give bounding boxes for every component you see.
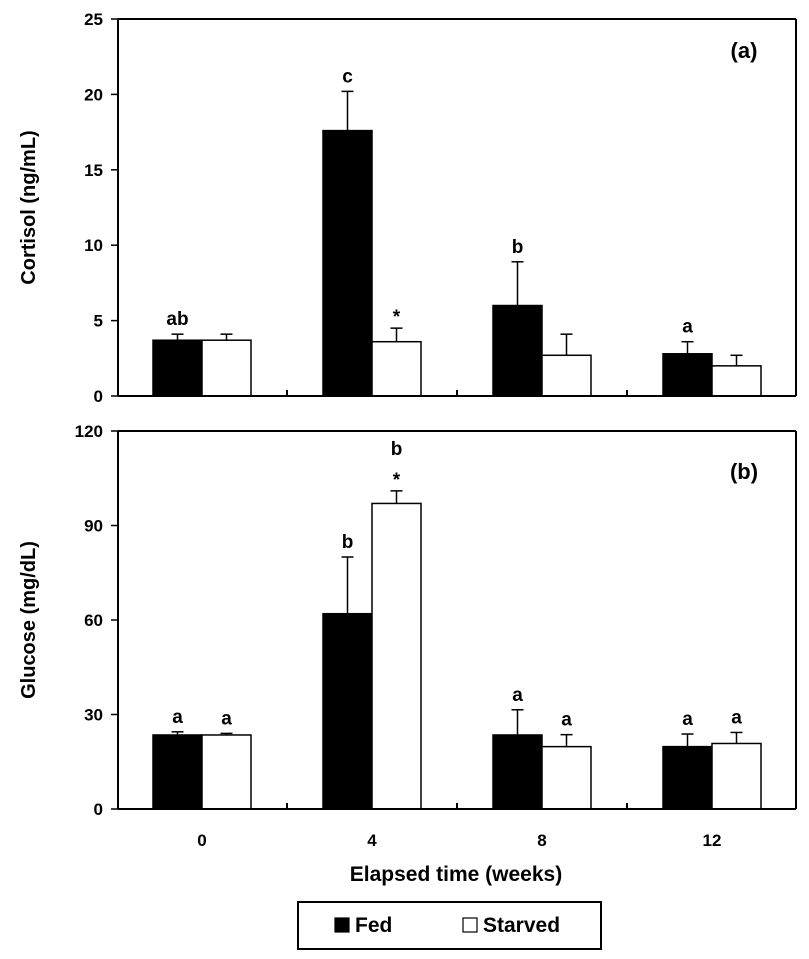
panel-a-label: (a) xyxy=(731,38,758,63)
panel-b-x-tick-label-4: 4 xyxy=(367,831,377,850)
panel-a-y-tick-label-0: 0 xyxy=(94,387,103,406)
panel-a-y-tick-label-10: 10 xyxy=(84,236,103,255)
panel-a-bar-starved-0 xyxy=(201,339,252,397)
panel-a-annotation-starved-4: * xyxy=(393,307,401,328)
panel-b-y-axis-title: Glucose (mg/dL) xyxy=(18,541,40,699)
legend-label-starved: Starved xyxy=(483,914,560,937)
panel-a-y-axis-title: Cortisol (ng/mL) xyxy=(18,130,40,284)
panel-b-y-tick-label-60: 60 xyxy=(84,611,103,630)
panel-a-bar-starved-8 xyxy=(541,354,592,397)
panel-a-cortisol: ab c b a * 0 5 10 15 20 25 Cortisol (ng/mL) (a) xyxy=(18,10,797,406)
panel-b-annotation-starved-4: b xyxy=(391,439,403,460)
panel-b-bar-fed-8 xyxy=(492,734,543,810)
panel-a-annotation-fed-8: b xyxy=(512,237,524,258)
panel-b-annotation-starved-4: * xyxy=(393,470,401,491)
legend-swatch-starved xyxy=(462,917,478,933)
panel-b-bar-fed-0 xyxy=(152,734,203,810)
panel-a-y-tick-label-15: 15 xyxy=(84,161,103,180)
panel-a-annotation-fed-4: c xyxy=(342,66,353,87)
panel-b-x-tick-label-12: 12 xyxy=(703,831,722,850)
panel-b-glucose: a b a a a b * a a 0 30 60 90 120 0 4 8 12 Glucose (mg/dL) (… xyxy=(18,422,797,850)
panel-a-y-tick-label-5: 5 xyxy=(94,312,103,331)
panel-b-x-tick-label-0: 0 xyxy=(197,831,206,850)
panel-b-annotation-fed-4: b xyxy=(342,532,354,553)
panel-a-bar-fed-4 xyxy=(322,129,373,397)
panel-b-bar-fed-4 xyxy=(322,612,373,810)
panel-a-annotation-fed-0: ab xyxy=(166,309,188,330)
panel-b-x-tick-label-8: 8 xyxy=(537,831,546,850)
panel-b-annotation-fed-0: a xyxy=(172,707,183,728)
panel-a-bar-starved-12 xyxy=(711,365,762,397)
panel-b-y-tick-label-120: 120 xyxy=(75,422,103,441)
legend-label-fed: Fed xyxy=(355,914,392,937)
panel-a-y-tick-label-25: 25 xyxy=(84,10,103,29)
panel-b-bar-starved-4 xyxy=(371,502,422,810)
panel-b-annotation-starved-12: a xyxy=(731,707,742,728)
panel-a-bar-fed-8 xyxy=(492,304,543,397)
legend-swatch-fed xyxy=(334,917,350,933)
panel-b-annotation-fed-12: a xyxy=(682,709,693,730)
panel-b-bar-starved-12 xyxy=(711,742,762,810)
panel-a-y-tick-label-20: 20 xyxy=(84,85,103,104)
panel-b-bar-starved-8 xyxy=(541,745,592,810)
panel-b-annotation-starved-8: a xyxy=(561,710,572,731)
panel-b-bar-fed-12 xyxy=(662,745,713,810)
panel-b-y-tick-label-30: 30 xyxy=(84,706,103,725)
panel-b-bar-starved-0 xyxy=(201,734,252,810)
panel-a-bar-starved-4 xyxy=(371,340,422,397)
panel-b-annotation-starved-0: a xyxy=(221,708,232,729)
x-axis-title: Elapsed time (weeks) xyxy=(350,863,562,886)
panel-a-bar-fed-0 xyxy=(152,339,203,397)
panel-a-bar-fed-12 xyxy=(662,353,713,397)
panel-b-y-tick-label-90: 90 xyxy=(84,517,103,536)
panel-b-annotation-fed-8: a xyxy=(512,685,523,706)
legend: Fed Starved xyxy=(297,901,602,950)
panel-b-label: (b) xyxy=(730,459,758,484)
panel-b-y-tick-label-0: 0 xyxy=(94,800,103,819)
panel-a-annotation-fed-12: a xyxy=(682,317,693,338)
